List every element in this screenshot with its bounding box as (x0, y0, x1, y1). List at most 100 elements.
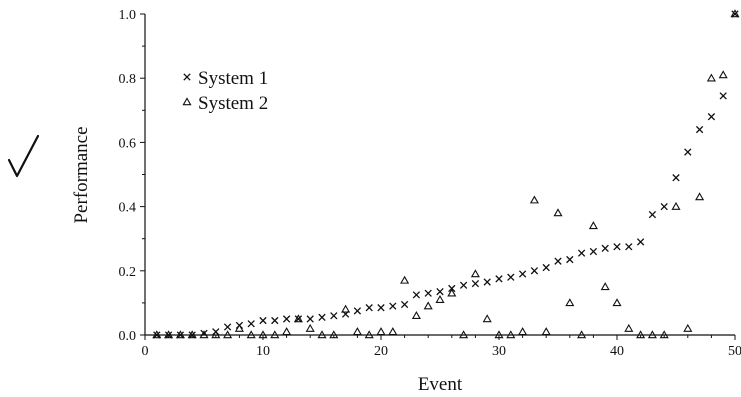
series-system-2-point (600, 282, 610, 291)
x-tick-label: 20 (374, 344, 388, 359)
ticks: 0 10 20 30 40 50 0.0 0.2 0.4 0.6 0.8 1.0 (119, 8, 741, 359)
series-system-1-point (707, 113, 716, 121)
legend: System 1 System 2 (182, 68, 268, 114)
series-system-2-point (624, 323, 634, 332)
series-system-1-point (483, 278, 491, 286)
series-system-2-point (305, 323, 315, 332)
series-system-1-point (731, 10, 739, 18)
y-tick-label: 0.0 (119, 329, 137, 344)
series-system-2-point (270, 330, 280, 339)
series-system-2-point (223, 330, 233, 339)
legend-x-marker (183, 73, 191, 81)
series-system-2 (152, 9, 740, 339)
series-system-2-point (341, 304, 351, 313)
series-system-2-point (577, 330, 587, 339)
series-system-2-point (187, 330, 197, 339)
series-system-2-point (400, 275, 410, 284)
series-system-1-point (459, 281, 468, 289)
legend-marker-system-2 (182, 97, 192, 106)
series-system-1-point (377, 304, 385, 312)
series-system-2-point (447, 288, 457, 297)
series-system-2-point (647, 330, 657, 339)
series-system-2-point (293, 314, 303, 323)
series-system-1-point (613, 243, 621, 251)
series-system-1-point (318, 313, 326, 322)
series-system-2-point (376, 327, 386, 336)
series-system-2-point (423, 301, 433, 310)
series-system-2-point (683, 323, 693, 332)
series-system-2-point (612, 298, 622, 307)
series-system-2-point (282, 327, 292, 336)
series-system-2-point (636, 330, 646, 339)
series-system-2-point (506, 330, 516, 339)
series-system-1-point (247, 320, 255, 328)
series-system-2-point (482, 314, 492, 323)
series-system-2-point (435, 294, 445, 303)
series-system-1-point (412, 291, 421, 299)
series-system-1-point (223, 323, 232, 331)
series-system-1-point (660, 202, 668, 211)
series-system-2-point (211, 330, 221, 339)
series-system-1-point (436, 288, 444, 296)
legend-marker-system-1 (183, 73, 191, 81)
series-system-1-point (353, 307, 362, 315)
series-system-2-point (494, 330, 504, 339)
series-system-2-point (470, 269, 480, 278)
series-system-2-point (541, 327, 551, 336)
series-system-1-point (164, 331, 173, 339)
x-tick-label: 30 (492, 344, 506, 359)
series-system-1-point (330, 312, 338, 320)
series-system-1-point (625, 243, 633, 251)
series-system-1-point (153, 331, 161, 339)
series-system-2-point (164, 330, 174, 339)
series-system-2-point (518, 327, 528, 336)
series-system-2-point (659, 330, 669, 339)
series-system-1-point (530, 267, 539, 275)
series-system-2-point (329, 330, 339, 339)
y-tick-label: 0.4 (119, 201, 137, 216)
legend-triangle-marker (182, 97, 192, 106)
series-system-2-point (175, 330, 185, 339)
series-system-1 (153, 10, 739, 339)
checkmark-icon (7, 134, 40, 178)
x-tick-label: 50 (728, 344, 741, 359)
legend-label-system-2: System 2 (198, 93, 268, 114)
series-system-2-point (565, 298, 575, 307)
series-system-1-point (448, 284, 456, 293)
series-system-1-point (507, 273, 515, 281)
series-system-2-point (246, 330, 256, 339)
series-system-2-point (718, 70, 728, 79)
series-system-1-point (648, 210, 657, 219)
series-system-1-point (365, 304, 373, 312)
series-system-2-point (695, 192, 705, 201)
y-tick-label: 1.0 (119, 8, 137, 23)
series-system-1-point (719, 92, 727, 100)
series-system-1-point (695, 125, 704, 134)
series-system-1-point (188, 331, 196, 339)
series-system-1-point (282, 315, 291, 323)
series-system-1-point (306, 315, 314, 323)
series-system-2-point (352, 327, 362, 336)
series-system-1-point (577, 249, 586, 257)
y-tick-label: 0.6 (119, 136, 137, 151)
series-system-1-point (566, 255, 574, 264)
series-system-2-point (588, 221, 598, 230)
x-tick-label: 10 (256, 344, 270, 359)
series-system-1-point (495, 275, 503, 283)
x-tick-label: 40 (610, 344, 624, 359)
series-system-1-point (271, 316, 279, 325)
series-system-1-point (684, 148, 692, 156)
series-system-1-point (400, 300, 409, 309)
y-tick-label: 0.2 (119, 265, 137, 280)
series-system-1-point (518, 270, 527, 278)
series-system-2-point (234, 323, 244, 332)
series-system-2-point (317, 330, 327, 339)
series-system-1-point (601, 244, 609, 252)
series-system-2-point (152, 330, 162, 339)
series-system-1-point (389, 302, 397, 310)
series-system-2-point (388, 327, 398, 336)
series-system-1-point (176, 331, 185, 339)
series-system-2-point (411, 311, 421, 319)
series-system-2-point (553, 208, 563, 217)
